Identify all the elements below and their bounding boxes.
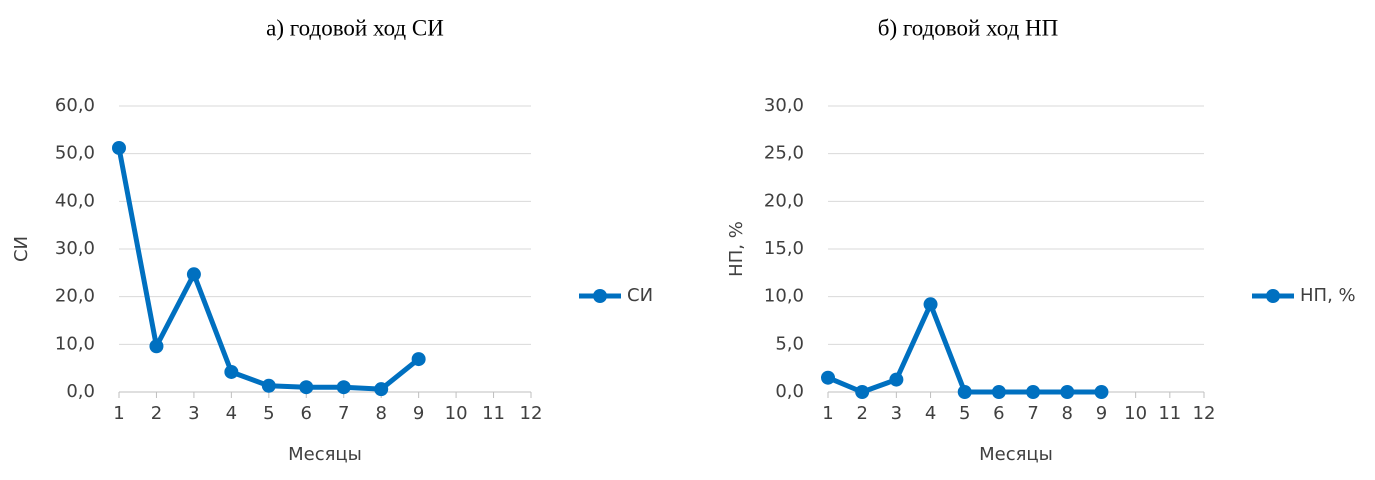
marker [889, 372, 904, 387]
y-tick-label: 30,0 [55, 238, 95, 259]
x-tick-label: 9 [1096, 403, 1107, 424]
x-tick-label: 3 [891, 403, 902, 424]
y-tick-label: 15,0 [764, 238, 804, 259]
y-tick-label: 50,0 [55, 143, 95, 164]
x-tick-label: 8 [375, 403, 386, 424]
y-tick-label: 40,0 [55, 190, 95, 211]
x-axis-title: Месяцы [979, 444, 1053, 465]
marker [1094, 385, 1109, 399]
x-tick-label: 12 [520, 403, 543, 424]
x-axis-title: Месяцы [288, 444, 362, 465]
marker [991, 385, 1006, 399]
y-tick-label: 20,0 [764, 190, 804, 211]
x-tick-label: 11 [482, 403, 505, 424]
x-tick-label: 3 [188, 403, 199, 424]
y-tick-label: 0,0 [66, 381, 95, 402]
x-tick-label: 5 [959, 403, 970, 424]
x-tick-label: 10 [445, 403, 468, 424]
legend-label: СИ [627, 285, 653, 306]
marker [186, 267, 201, 282]
y-tick-label: 60,0 [55, 95, 95, 116]
line [116, 147, 421, 392]
x-tick-label: 10 [1124, 403, 1147, 424]
y-tick-label: 10,0 [55, 333, 95, 354]
legend-label: НП, % [1300, 285, 1356, 306]
legend-marker [593, 289, 607, 303]
x-tick-label: 4 [226, 403, 237, 424]
x-tick-label: 2 [856, 403, 867, 424]
chart-title: б) годовой ход НП [878, 15, 1058, 40]
y-tick-label: 20,0 [55, 286, 95, 307]
x-tick-label: 6 [993, 403, 1004, 424]
x-tick-label: 4 [925, 403, 936, 424]
y-axis-title: НП, % [726, 221, 747, 277]
y-axis-title: СИ [11, 236, 32, 262]
legend-marker [1266, 289, 1280, 303]
x-tick-label: 12 [1193, 403, 1216, 424]
marker [1060, 385, 1075, 399]
line [827, 301, 1102, 395]
y-tick-label: 5,0 [775, 333, 804, 354]
y-tick-label: 30,0 [764, 95, 804, 116]
x-tick-label: 1 [822, 403, 833, 424]
x-tick-label: 7 [338, 403, 349, 424]
y-tick-label: 0,0 [775, 381, 804, 402]
marker [821, 370, 835, 385]
marker [411, 352, 426, 367]
x-tick-label: 8 [1062, 403, 1073, 424]
marker [1026, 385, 1041, 399]
chart-title: а) годовой ход СИ [266, 15, 444, 40]
y-tick-label: 25,0 [764, 143, 804, 164]
x-tick-label: 7 [1027, 403, 1038, 424]
marker [112, 140, 126, 155]
marker [261, 378, 276, 393]
marker [957, 385, 972, 399]
marker [855, 385, 870, 399]
x-tick-label: 6 [301, 403, 312, 424]
marker [923, 297, 938, 312]
marker [336, 380, 351, 395]
x-tick-label: 2 [151, 403, 162, 424]
marker [224, 364, 239, 379]
x-tick-label: 9 [413, 403, 424, 424]
x-tick-label: 1 [113, 403, 124, 424]
marker [299, 380, 314, 395]
y-tick-label: 10,0 [764, 286, 804, 307]
x-tick-label: 11 [1158, 403, 1181, 424]
marker [149, 339, 164, 354]
x-tick-label: 5 [263, 403, 274, 424]
marker [374, 382, 389, 397]
